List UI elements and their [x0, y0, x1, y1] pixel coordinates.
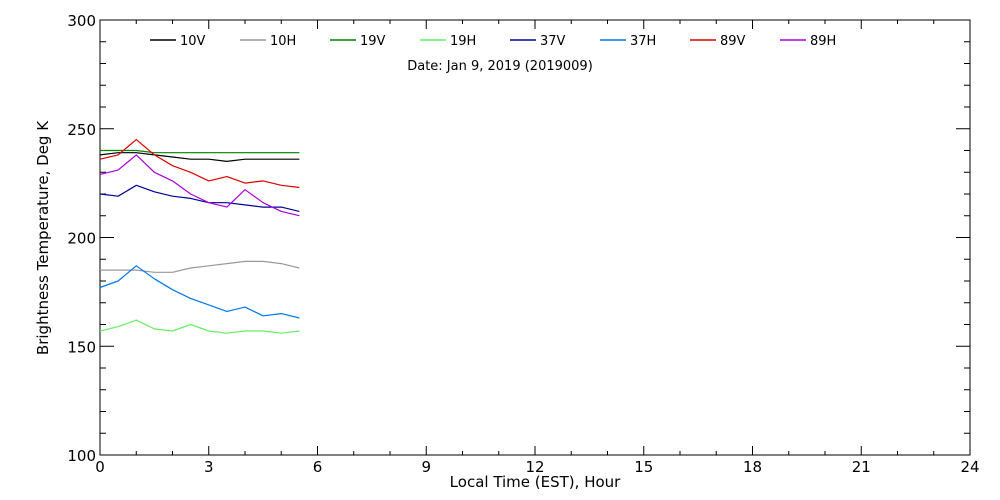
legend-label-89v: 89V — [720, 34, 746, 49]
legend-label-89h: 89H — [810, 34, 836, 49]
legend-label-37h: 37H — [630, 34, 656, 49]
y-tick-label: 250 — [67, 121, 96, 139]
x-tick-label: 15 — [634, 458, 653, 476]
y-tick-label: 100 — [67, 447, 96, 465]
legend-label-10v: 10V — [180, 34, 206, 49]
y-axis-title: Brightness Temperature, Deg K — [34, 120, 52, 355]
x-tick-label: 0 — [95, 458, 105, 476]
series-line-89h — [99, 154, 300, 217]
x-tick-label: 9 — [421, 458, 431, 476]
plot-frame — [99, 19, 971, 456]
x-tick-label: 3 — [204, 458, 214, 476]
legend-label-19h: 19H — [450, 34, 476, 49]
series-lines — [99, 139, 300, 334]
x-axis-title: Local Time (EST), Hour — [450, 473, 621, 491]
legend-label-37v: 37V — [540, 34, 566, 49]
series-line-19v — [100, 149, 300, 154]
series-line-10h — [100, 260, 300, 273]
x-tick-label: 21 — [852, 458, 871, 476]
x-tick-label: 6 — [313, 458, 323, 476]
y-tick-label: 150 — [67, 338, 96, 356]
y-tick-label: 300 — [67, 12, 96, 30]
series-line-37h — [99, 265, 300, 319]
series-line-89v — [99, 139, 300, 189]
legend-label-19v: 19V — [360, 34, 386, 49]
legend: 10V 10H 19V 19H 37V 37H 89V 89H — [150, 34, 836, 49]
axes: 0 3 6 9 12 15 18 21 24 100 150 200 250 300 — [67, 12, 979, 476]
x-tick-label: 24 — [960, 458, 979, 476]
legend-label-10h: 10H — [270, 34, 296, 49]
series-line-37v — [99, 184, 300, 212]
chart-subtitle: Date: Jan 9, 2019 (2019009) — [407, 59, 593, 74]
series-line-19h — [99, 319, 300, 334]
series-line-10v — [99, 152, 300, 162]
x-tick-label: 18 — [743, 458, 762, 476]
y-tick-label: 200 — [67, 230, 96, 248]
x-tick-label: 12 — [525, 458, 544, 476]
